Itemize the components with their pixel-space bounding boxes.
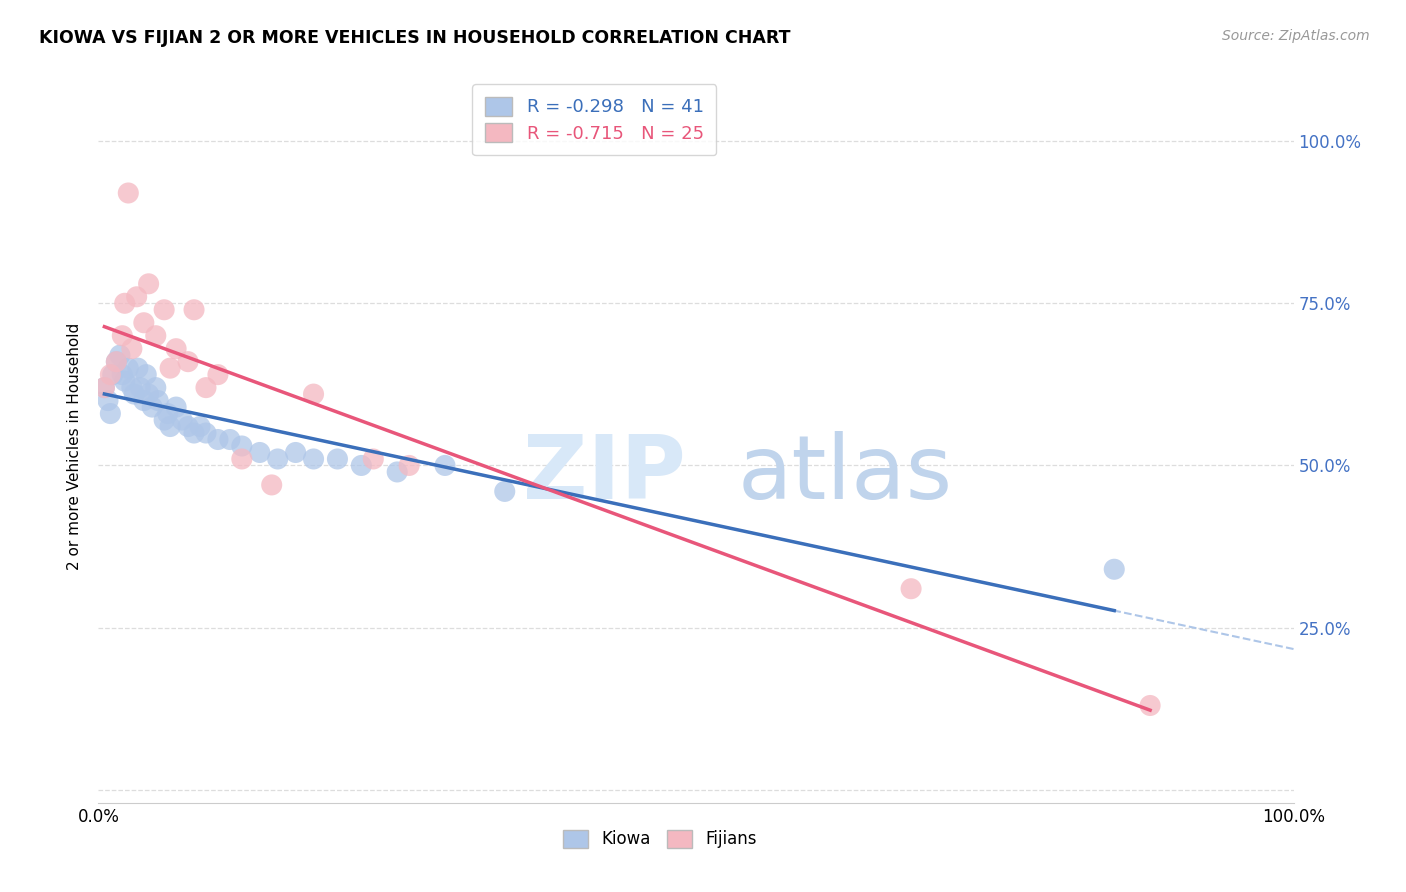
- Point: [172, 413, 194, 427]
- Point: [121, 381, 143, 395]
- Point: [249, 445, 271, 459]
- Point: [114, 374, 136, 388]
- Point: [231, 452, 253, 467]
- Point: [434, 458, 457, 473]
- Legend: Kiowa, Fijians: Kiowa, Fijians: [557, 823, 763, 855]
- Point: [159, 361, 181, 376]
- Point: [98, 407, 122, 421]
- Point: [111, 328, 134, 343]
- Point: [494, 484, 516, 499]
- Point: [135, 368, 157, 382]
- Point: [183, 302, 205, 317]
- Point: [267, 452, 290, 467]
- Point: [195, 425, 218, 440]
- Point: [195, 381, 218, 395]
- Point: [101, 368, 124, 382]
- Point: [207, 368, 229, 382]
- Point: [385, 465, 409, 479]
- Point: [302, 387, 325, 401]
- Point: [117, 361, 139, 376]
- Point: [117, 186, 139, 200]
- Point: [1104, 562, 1126, 576]
- Point: [284, 445, 307, 459]
- Point: [124, 387, 146, 401]
- Text: KIOWA VS FIJIAN 2 OR MORE VEHICLES IN HOUSEHOLD CORRELATION CHART: KIOWA VS FIJIAN 2 OR MORE VEHICLES IN HO…: [39, 29, 790, 46]
- Point: [165, 342, 187, 356]
- Point: [105, 354, 128, 368]
- Point: [177, 354, 200, 368]
- Point: [105, 354, 128, 368]
- Point: [302, 452, 325, 467]
- Point: [138, 277, 160, 291]
- Point: [231, 439, 253, 453]
- Point: [114, 296, 136, 310]
- Point: [111, 368, 134, 382]
- Point: [165, 400, 187, 414]
- Point: [153, 413, 176, 427]
- Point: [127, 361, 149, 376]
- Point: [125, 290, 148, 304]
- Point: [132, 316, 155, 330]
- Point: [121, 342, 143, 356]
- Y-axis label: 2 or more Vehicles in Household: 2 or more Vehicles in Household: [67, 322, 83, 570]
- Point: [207, 433, 229, 447]
- Point: [97, 393, 120, 408]
- Point: [141, 400, 163, 414]
- Text: atlas: atlas: [738, 431, 953, 518]
- Point: [350, 458, 373, 473]
- Point: [145, 381, 167, 395]
- Point: [129, 381, 152, 395]
- Point: [138, 387, 160, 401]
- Point: [132, 393, 155, 408]
- Point: [159, 419, 181, 434]
- Point: [93, 381, 115, 395]
- Point: [188, 419, 211, 434]
- Point: [148, 393, 170, 408]
- Point: [398, 458, 420, 473]
- Text: Source: ZipAtlas.com: Source: ZipAtlas.com: [1222, 29, 1369, 43]
- Point: [98, 368, 122, 382]
- Point: [93, 381, 115, 395]
- Point: [1139, 698, 1161, 713]
- Point: [900, 582, 922, 596]
- Text: ZIP: ZIP: [523, 431, 686, 518]
- Point: [326, 452, 349, 467]
- Point: [177, 419, 200, 434]
- Point: [145, 328, 167, 343]
- Point: [153, 302, 176, 317]
- Point: [260, 478, 283, 492]
- Point: [363, 452, 385, 467]
- Point: [108, 348, 131, 362]
- Point: [183, 425, 205, 440]
- Point: [156, 407, 179, 421]
- Point: [219, 433, 242, 447]
